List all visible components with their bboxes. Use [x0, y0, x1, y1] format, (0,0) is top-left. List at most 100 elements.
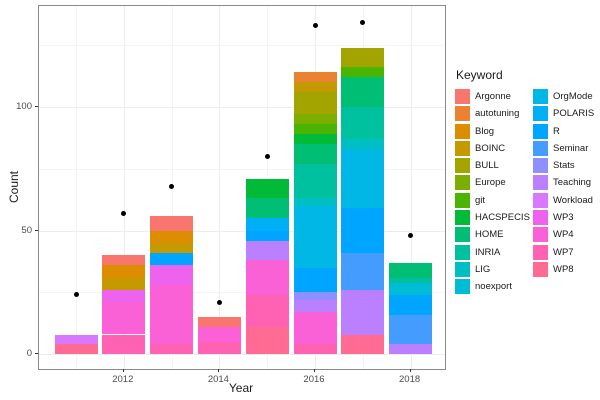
bar-segment-OrgMode — [293, 205, 337, 268]
bar-segment-HACSPECIS — [293, 134, 337, 145]
data-point-dot — [360, 20, 366, 26]
bar-segment-Seminar — [341, 252, 385, 290]
legend-item-noexport: noexport — [455, 279, 528, 295]
legend-item-Argonne: Argonne — [455, 89, 528, 104]
bar-segment-HOME — [341, 77, 385, 107]
bar-segment-Teaching — [389, 344, 433, 355]
bar-segment-LIG — [293, 198, 337, 206]
bar-segment-WP4 — [293, 312, 337, 345]
legend-item-Stats: Stats — [533, 158, 600, 174]
bar-segment-WP7 — [245, 294, 289, 328]
x-tick-label: 2018 — [399, 374, 421, 385]
bar-segment-R — [341, 208, 385, 253]
legend-item-Workload: Workload — [533, 192, 600, 208]
legend-key-label: WP7 — [553, 246, 574, 258]
y-tick-mark — [35, 229, 38, 231]
y-tick-label: 50 — [21, 224, 32, 236]
gridline-y-minor — [39, 45, 445, 47]
bar-segment-Seminar — [389, 314, 433, 345]
data-point-dot — [73, 292, 79, 298]
bar-segment-R — [150, 252, 194, 266]
legend-key-swatch — [455, 123, 470, 139]
bar-segment-POLARIS — [245, 218, 289, 231]
legend-item-BULL: BULL — [455, 158, 528, 174]
legend-key-swatch — [455, 279, 470, 295]
legend-key-label: R — [553, 125, 560, 137]
bar-segment-INRIA — [341, 106, 385, 140]
bar-segment-WP7 — [293, 344, 337, 355]
bar-segment-Europe — [293, 114, 337, 125]
legend-item-R: R — [533, 123, 600, 139]
legend-key-label: BOINC — [475, 142, 506, 154]
bar-segment-noexport — [389, 282, 433, 295]
legend-key-label: BULL — [475, 160, 499, 172]
legend-key-label: Blog — [475, 125, 495, 137]
bar-segment-BULL — [293, 92, 337, 115]
x-tick-label: 2016 — [303, 374, 325, 385]
legend-key-label: INRIA — [475, 246, 501, 258]
legend-key-swatch — [455, 192, 470, 208]
gridline-y-minor — [39, 292, 445, 294]
legend-key-swatch — [533, 192, 548, 208]
data-point-dot — [312, 22, 318, 28]
legend-item-WP4: WP4 — [533, 227, 600, 243]
bar-segment-git — [293, 124, 337, 135]
legend-key-swatch — [455, 261, 470, 277]
bar-segment-HOME — [245, 198, 289, 219]
gridline-y-major — [39, 354, 445, 356]
legend-key-swatch — [455, 210, 470, 226]
y-tick-mark — [35, 353, 38, 355]
bar-segment-LIG — [341, 139, 385, 149]
legend-item-Teaching: Teaching — [533, 175, 600, 191]
x-tick-mark — [409, 369, 411, 372]
legend-column: OrgMode POLARIS R Seminar Stats Teaching Workl… — [528, 89, 600, 297]
x-tick-label: 2014 — [207, 374, 229, 385]
legend-column: Argonne autotuning Blog BOINC BULL Europe git H… — [450, 89, 530, 297]
legend-columns: Argonne autotuning Blog BOINC BULL Europe git H… — [450, 89, 600, 297]
legend-key-label: Europe — [475, 177, 506, 189]
legend-key-swatch — [533, 140, 548, 156]
bar-segment-R — [389, 294, 433, 315]
bar-segment-WP8 — [341, 334, 385, 355]
data-point-dot — [408, 233, 414, 239]
legend-key-swatch — [533, 261, 548, 277]
bar-segment-WP3 — [102, 289, 146, 303]
legend-item-HOME: HOME — [455, 227, 528, 243]
gridline-x-major — [123, 6, 125, 369]
bar-segment-BOINC — [293, 82, 337, 93]
legend-item-autotuning: autotuning — [455, 106, 528, 122]
legend-key-swatch — [455, 158, 470, 174]
gridline-x-major — [410, 6, 412, 369]
x-tick-label: 2012 — [112, 374, 134, 385]
legend-key-swatch — [533, 227, 548, 243]
legend-key-label: WP8 — [553, 263, 574, 275]
legend-item-WP7: WP7 — [533, 244, 600, 260]
y-axis-title: Count — [7, 170, 21, 204]
legend-key-label: Seminar — [553, 142, 589, 154]
legend-item-LIG: LIG — [455, 261, 528, 277]
legend-key-swatch — [533, 244, 548, 260]
legend-key-swatch — [455, 227, 470, 243]
bar-segment-Blog — [102, 265, 146, 278]
gridline-x-major — [219, 6, 221, 369]
legend-key-label: HACSPECIS — [475, 212, 530, 224]
bar-segment-autotuning — [293, 72, 337, 83]
legend-key-swatch — [455, 106, 470, 122]
bar-segment-Argonne — [150, 215, 194, 231]
bar-segment-INRIA — [389, 277, 433, 283]
bar-segment-WP8 — [245, 327, 289, 355]
bar-segment-R — [293, 267, 337, 293]
bar-segment-BULL — [341, 47, 385, 68]
gridline-x-minor — [76, 6, 77, 369]
legend-item-OrgMode: OrgMode — [533, 89, 600, 104]
y-tick-label: 100 — [16, 100, 32, 112]
legend-key-swatch — [533, 89, 548, 104]
x-axis-title: Year — [228, 381, 254, 395]
legend-key-swatch — [455, 175, 470, 191]
gridline-y-minor — [39, 168, 445, 170]
legend-key-label: WP4 — [553, 229, 574, 241]
y-tick-label: 0 — [26, 348, 32, 360]
bar-segment-Stats — [293, 292, 337, 300]
legend-item-Blog: Blog — [455, 123, 528, 139]
x-tick-mark — [122, 369, 124, 372]
